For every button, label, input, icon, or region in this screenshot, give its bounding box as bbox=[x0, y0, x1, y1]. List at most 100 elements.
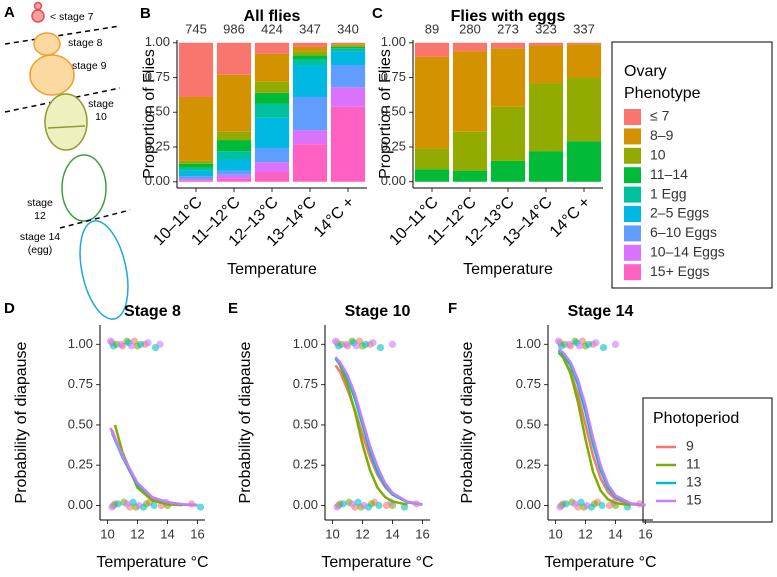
x-tick-label: 16 bbox=[190, 526, 204, 541]
bar-segment bbox=[452, 131, 488, 171]
bar-segment bbox=[216, 74, 252, 132]
y-tick-label: 0.00 bbox=[68, 497, 93, 512]
bar-segment bbox=[330, 44, 366, 46]
egg-chamber bbox=[31, 9, 45, 23]
data-point bbox=[136, 340, 145, 348]
bar-segment bbox=[178, 163, 214, 168]
y-tick-label: 0.00 bbox=[381, 173, 406, 188]
bar-segment bbox=[292, 96, 328, 131]
data-point bbox=[108, 503, 116, 511]
data-point bbox=[375, 501, 383, 510]
x-tick-label: 14 bbox=[608, 526, 622, 541]
legend-label: 11–14 bbox=[650, 166, 688, 182]
bar-segment bbox=[178, 180, 214, 182]
data-point bbox=[599, 343, 608, 352]
data-point bbox=[565, 340, 573, 348]
data-point bbox=[554, 337, 563, 345]
data-point bbox=[117, 340, 125, 348]
x-tick-label: 12 bbox=[578, 526, 592, 541]
bar-segment bbox=[178, 42, 214, 97]
bar-segment bbox=[254, 117, 290, 149]
data-point bbox=[106, 337, 115, 345]
panel-letter: E bbox=[228, 300, 238, 317]
egg-chamber bbox=[33, 32, 61, 56]
bar-segment bbox=[292, 65, 328, 97]
bar-segment bbox=[566, 44, 602, 78]
data-point bbox=[360, 501, 368, 510]
data-point bbox=[388, 340, 397, 348]
x-axis-label: Temperature °C bbox=[544, 554, 656, 571]
legend-label: 15 bbox=[686, 492, 702, 508]
panel-letter: C bbox=[372, 5, 383, 22]
legend-label: 10–14 Eggs bbox=[650, 244, 725, 260]
bar-segment bbox=[254, 148, 290, 163]
fit-line bbox=[334, 356, 423, 506]
y-tick-label: 0.25 bbox=[68, 457, 93, 472]
bar-segment bbox=[292, 144, 328, 182]
y-tick-label: 0.50 bbox=[381, 104, 406, 119]
bar-segment bbox=[330, 48, 366, 52]
y-tick-label: 0.50 bbox=[516, 416, 541, 431]
bar-segment bbox=[254, 103, 290, 118]
data-point bbox=[571, 500, 579, 508]
y-tick-label: 1.00 bbox=[145, 34, 170, 49]
bar-segment bbox=[254, 81, 290, 93]
chart-title: Flies with eggs bbox=[451, 8, 566, 25]
y-tick-label: 0.25 bbox=[381, 138, 406, 153]
x-tick-label: 10 bbox=[548, 526, 562, 541]
legend-label: 2–5 Eggs bbox=[650, 205, 709, 221]
stage-label: stage bbox=[88, 98, 114, 110]
y-tick-label: 1.00 bbox=[68, 336, 93, 351]
data-point bbox=[129, 498, 137, 506]
bar-segment bbox=[178, 160, 214, 164]
x-tick-label: 14°C + bbox=[547, 194, 594, 241]
data-point bbox=[339, 500, 347, 508]
data-point bbox=[196, 503, 205, 511]
bar-segment bbox=[216, 178, 252, 182]
x-axis-label: Temperature °C bbox=[321, 554, 433, 571]
bar-segment bbox=[216, 174, 252, 179]
chart-title: Stage 14 bbox=[568, 303, 634, 320]
legend-swatch bbox=[624, 167, 641, 184]
y-tick-label: 0.00 bbox=[293, 497, 318, 512]
bar-total: 273 bbox=[497, 21, 519, 36]
bar-segment bbox=[178, 167, 214, 171]
divider bbox=[59, 209, 131, 229]
x-tick-label: 12 bbox=[130, 526, 144, 541]
y-tick-label: 0.50 bbox=[293, 416, 318, 431]
y-tick-label: 0.75 bbox=[381, 69, 406, 84]
egg-chamber bbox=[44, 93, 88, 151]
stage-label: 12 bbox=[34, 210, 46, 222]
bar-total: 424 bbox=[261, 21, 283, 36]
bar-segment bbox=[254, 42, 290, 54]
bar-total: 745 bbox=[185, 21, 207, 36]
y-tick-label: 0.00 bbox=[145, 173, 170, 188]
fit-line bbox=[113, 424, 183, 507]
x-tick-label: 14 bbox=[385, 526, 399, 541]
stage-label: 10 bbox=[95, 111, 107, 123]
data-point bbox=[144, 339, 152, 347]
data-point bbox=[127, 342, 136, 350]
bar-segment bbox=[254, 172, 290, 182]
legend-title: Phenotype bbox=[624, 85, 701, 102]
data-point bbox=[575, 342, 584, 350]
data-point bbox=[135, 501, 143, 510]
data-point bbox=[150, 501, 158, 510]
egg-detail bbox=[47, 125, 86, 129]
fit-line bbox=[334, 356, 408, 506]
data-point bbox=[156, 340, 164, 348]
bar-total: 347 bbox=[299, 21, 321, 36]
legend-swatch bbox=[624, 225, 641, 242]
bar-segment bbox=[216, 42, 252, 75]
data-point bbox=[354, 498, 362, 506]
bar-total: 337 bbox=[573, 21, 595, 36]
bar-total: 280 bbox=[459, 21, 481, 36]
x-tick-label: 16 bbox=[638, 526, 652, 541]
legend-label: 6–10 Eggs bbox=[650, 224, 717, 240]
data-point bbox=[584, 340, 593, 348]
x-axis-label: Temperature bbox=[227, 261, 317, 278]
stage-label: stage 14 bbox=[20, 231, 60, 243]
panel-a-diagram: A bbox=[4, 1, 131, 320]
y-tick-label: 0.00 bbox=[516, 497, 541, 512]
bar-total: 340 bbox=[337, 21, 359, 36]
